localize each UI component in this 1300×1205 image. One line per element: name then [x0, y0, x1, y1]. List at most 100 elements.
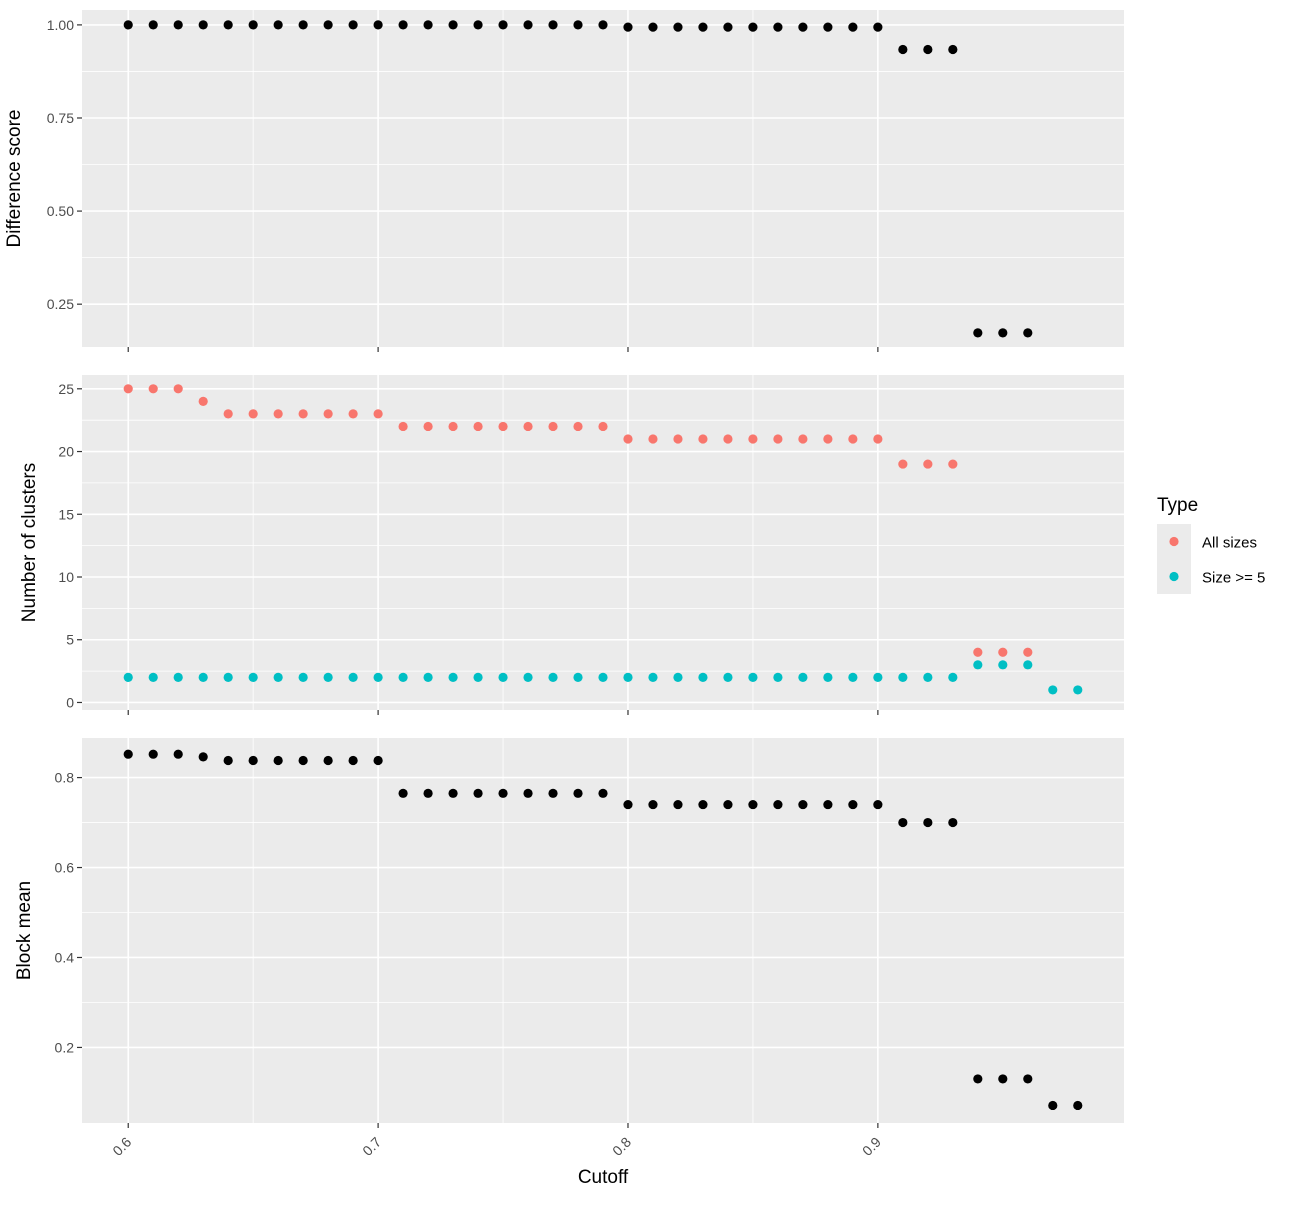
- legend: Type All sizes Size >= 5: [1157, 495, 1265, 594]
- data-point: [823, 434, 833, 444]
- data-point: [373, 672, 383, 682]
- y-tick-label: 15: [58, 506, 74, 522]
- data-point: [623, 434, 633, 444]
- data-point: [848, 22, 858, 32]
- legend-label: All sizes: [1202, 535, 1257, 552]
- data-point: [948, 44, 958, 55]
- data-point: [773, 672, 783, 682]
- data-point: [423, 20, 433, 30]
- legend-label: Size >= 5: [1202, 570, 1265, 587]
- data-point: [223, 755, 233, 766]
- series-1: [123, 749, 1083, 1111]
- data-point: [673, 672, 683, 682]
- data-point: [598, 788, 608, 798]
- legend-key: [1169, 536, 1179, 547]
- data-point: [523, 20, 533, 30]
- data-point: [648, 799, 658, 810]
- data-point: [798, 799, 808, 810]
- data-point: [973, 328, 983, 338]
- data-point: [623, 22, 633, 32]
- data-point: [873, 434, 883, 444]
- data-point: [573, 788, 583, 798]
- data-point: [498, 788, 508, 798]
- data-point: [298, 672, 308, 682]
- data-point: [998, 660, 1008, 670]
- data-point: [523, 421, 533, 432]
- data-point: [248, 672, 258, 682]
- data-point: [173, 672, 183, 682]
- data-point: [798, 672, 808, 682]
- y-tick-label: 0.25: [47, 296, 74, 312]
- data-point: [173, 20, 183, 30]
- data-point: [973, 660, 983, 670]
- data-point: [273, 409, 283, 419]
- series-2: [123, 660, 1083, 695]
- data-point: [898, 44, 908, 55]
- data-point: [998, 328, 1008, 338]
- data-point: [473, 672, 483, 682]
- panel-background: [82, 738, 1124, 1123]
- data-point: [773, 434, 783, 444]
- data-point: [198, 672, 208, 682]
- chart-panels: 0.25 0.50 0.75 1.00 Difference score 0 5 10 15 20…: [4, 10, 1124, 1159]
- panel-3: 0.2 0.4 0.6 0.8 Block mean 0.6 0.7 0.8 0.9: [14, 738, 1124, 1159]
- data-point: [223, 20, 233, 30]
- data-point: [923, 817, 933, 828]
- data-point: [573, 672, 583, 682]
- data-point: [748, 799, 758, 810]
- data-point: [373, 20, 383, 30]
- y-tick-label: 25: [58, 381, 74, 397]
- y-tick-label: 5: [66, 632, 74, 648]
- y-tick-label: 0: [66, 694, 74, 710]
- data-point: [123, 384, 133, 394]
- data-point: [298, 755, 308, 766]
- data-point: [948, 459, 958, 469]
- legend-title: Type: [1157, 495, 1198, 516]
- legend-entry: Size >= 5: [1157, 559, 1265, 594]
- data-point: [1048, 1100, 1058, 1111]
- y-tick-label: 20: [58, 444, 74, 460]
- panel-2: 0 5 10 15 20 25 Number of clusters: [19, 375, 1124, 715]
- x-axis-title: Cutoff: [578, 1167, 629, 1188]
- data-point: [823, 22, 833, 32]
- data-point: [723, 22, 733, 32]
- data-point: [698, 799, 708, 810]
- data-point: [173, 749, 183, 759]
- data-point: [473, 421, 483, 432]
- data-point: [848, 799, 858, 810]
- panel-background: [82, 10, 1124, 347]
- data-point: [923, 459, 933, 469]
- data-point: [748, 672, 758, 682]
- data-point: [323, 409, 333, 419]
- data-point: [223, 409, 233, 419]
- data-point: [173, 384, 183, 394]
- y-tick-label: 0.50: [47, 203, 74, 219]
- data-point: [448, 421, 458, 432]
- data-point: [1023, 647, 1033, 657]
- data-point: [148, 20, 158, 30]
- x-tick-label: 0.8: [609, 1134, 634, 1159]
- data-point: [898, 459, 908, 469]
- data-point: [248, 409, 258, 419]
- data-point: [273, 755, 283, 766]
- data-point: [448, 672, 458, 682]
- data-point: [973, 1074, 983, 1084]
- data-point: [748, 22, 758, 32]
- data-point: [198, 20, 208, 30]
- data-point: [123, 749, 133, 759]
- data-point: [698, 672, 708, 682]
- data-point: [848, 672, 858, 682]
- y-tick-label: 1.00: [47, 17, 74, 33]
- data-point: [223, 672, 233, 682]
- data-point: [523, 788, 533, 798]
- series-1: [123, 20, 1033, 338]
- data-point: [923, 44, 933, 55]
- data-point: [648, 22, 658, 32]
- data-point: [348, 672, 358, 682]
- data-point: [923, 672, 933, 682]
- data-point: [998, 1074, 1008, 1084]
- data-point: [373, 409, 383, 419]
- data-point: [1073, 1100, 1083, 1111]
